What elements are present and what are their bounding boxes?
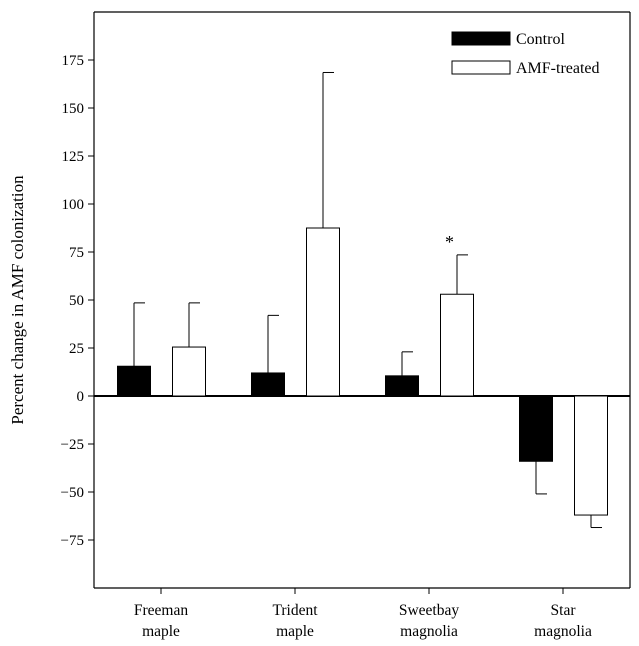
x-tick-label: Trident maple: [272, 602, 318, 640]
error-bars: [133, 71, 602, 529]
bars: [117, 227, 608, 516]
y-tick-label: 125: [62, 149, 85, 165]
y-tick-label: 50: [69, 293, 84, 309]
x-tick-label: Sweetbay magnolia: [399, 602, 460, 640]
axes: [88, 11, 631, 594]
y-tick-label: 25: [69, 341, 84, 357]
bar-control: [519, 395, 553, 462]
y-tick-label: 100: [62, 197, 85, 213]
legend: Control AMF-treated: [451, 31, 600, 77]
significance-asterisk: *: [445, 232, 454, 252]
bar-control: [117, 365, 151, 397]
y-tick-label: 75: [69, 245, 84, 261]
y-tick-label: −25: [61, 437, 84, 453]
bar-control: [385, 375, 419, 397]
y-tick-label: −50: [61, 485, 84, 501]
y-tick-label: 150: [62, 101, 85, 117]
labels: −75 −50 −25 0 25 50 75 100 125 150 175 Freeman maple…: [61, 53, 592, 640]
bar-control: [251, 372, 285, 397]
legend-label: AMF-treated: [516, 60, 600, 77]
bar-amf-treated: [440, 293, 474, 397]
y-axis-label: Percent change in AMF colonization: [8, 175, 27, 425]
y-tick-label: 0: [77, 389, 85, 405]
x-tick-label: Star magnolia: [534, 602, 592, 640]
legend-label: Control: [516, 31, 565, 48]
y-tick-label: −75: [61, 533, 84, 549]
bar-amf-treated: [306, 227, 340, 397]
legend-swatch: [451, 31, 511, 46]
x-tick-label: Freeman maple: [134, 602, 188, 640]
bar-amf-treated: [172, 346, 206, 397]
y-tick-label: 175: [62, 53, 85, 69]
legend-swatch: [451, 60, 511, 75]
bar-amf-treated: [574, 395, 608, 516]
